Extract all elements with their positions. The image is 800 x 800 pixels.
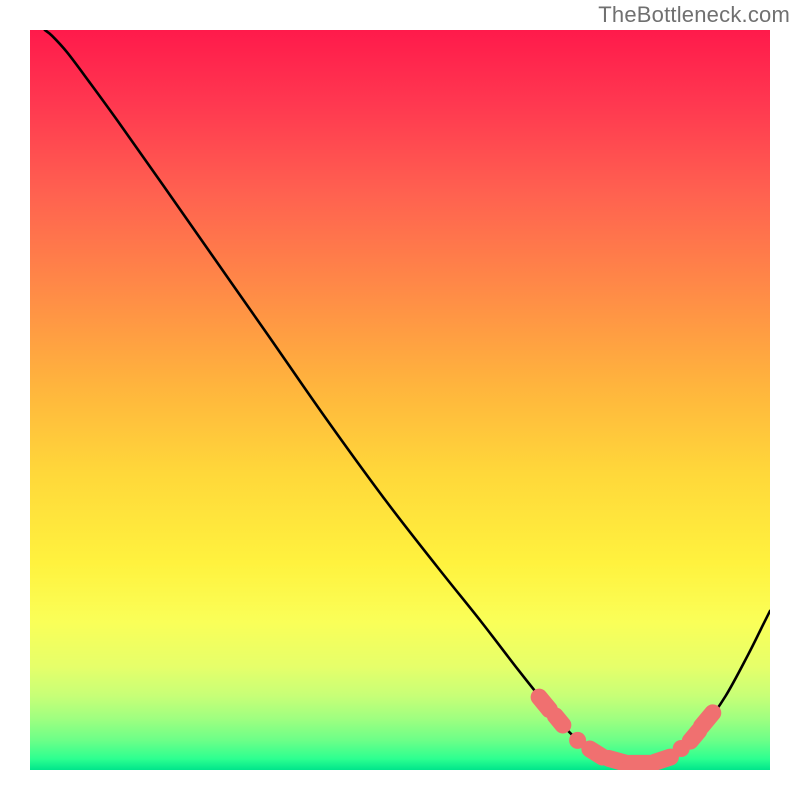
watermark-text: TheBottleneck.com xyxy=(598,2,790,28)
marker-capsule xyxy=(555,716,563,725)
marker-capsule xyxy=(539,697,549,710)
plot-svg xyxy=(30,30,770,770)
marker-capsule xyxy=(701,713,712,727)
bottleneck-curve-plot xyxy=(30,30,770,770)
gradient-background xyxy=(30,30,770,770)
marker-capsule xyxy=(655,757,670,762)
marker-capsule xyxy=(590,749,603,757)
chart-stage: TheBottleneck.com xyxy=(0,0,800,800)
